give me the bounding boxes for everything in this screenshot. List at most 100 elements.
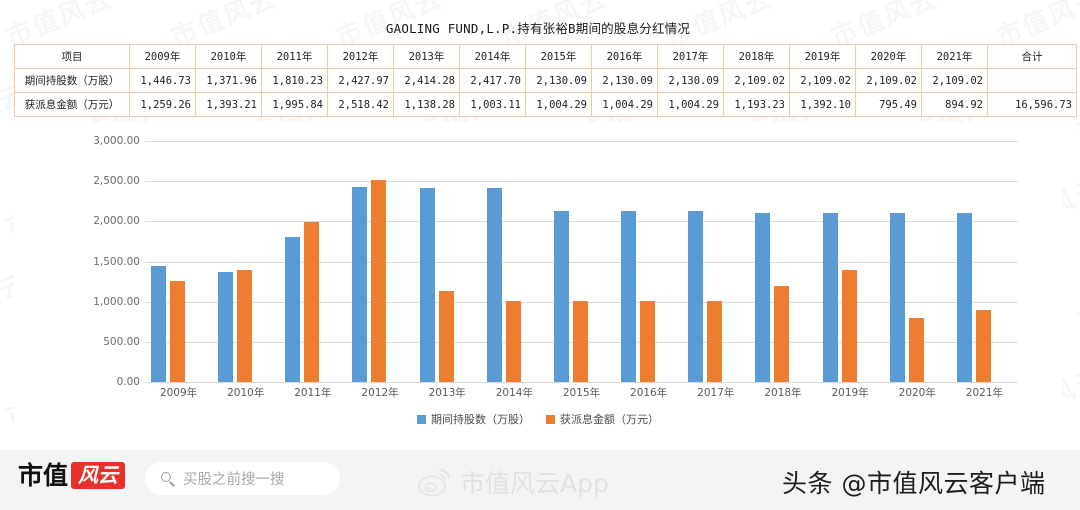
table-col-header: 2020年: [855, 44, 922, 69]
bar: [707, 301, 723, 382]
x-axis-tick-label: 2016年: [630, 387, 668, 399]
table-cell: 2,109.02: [855, 68, 922, 93]
table-col-header: 合计: [987, 44, 1077, 69]
dividend-table: 项目 2009年 2010年 2011年 2012年 2013年 2014年 2015年 201…: [14, 44, 1077, 117]
bar: [956, 212, 972, 382]
table-cell: 2,417.70: [459, 68, 526, 93]
bar-group: [145, 141, 212, 382]
y-axis-tick-label: 2,500.00: [93, 175, 140, 188]
table-col-header: 2016年: [591, 44, 658, 69]
table-header-row: 项目 2009年 2010年 2011年 2012年 2013年 2014年 2015年 201…: [14, 44, 1077, 69]
y-axis-tick-label: 3,000.00: [93, 135, 140, 147]
table-cell: 1,004.29: [591, 92, 658, 117]
toutiao-label: 头条 @市值风云客户端: [782, 469, 1046, 498]
x-axis-tick-label: 2014年: [495, 387, 533, 399]
x-axis-tick-label: 2015年: [562, 387, 601, 399]
bar-group: [346, 141, 413, 382]
table-cell: 2,414.28: [393, 68, 460, 93]
table-title: GAOLING FUND,L.P.持有张裕B期间的股息分红情况: [385, 21, 691, 36]
y-axis-labels: 3,000.00 2,500.00 2,000.00 1,500.00 1,000.00…: [62, 135, 140, 388]
weibo-label: 市值风云App: [460, 469, 609, 498]
table-cell: 2,518.42: [327, 92, 394, 117]
table-col-header: 2009年: [129, 44, 196, 69]
bar: [688, 210, 704, 382]
logo-text: 市值: [18, 461, 69, 490]
bar: [572, 301, 588, 382]
search-placeholder-text: 买股之前搜一搜: [183, 472, 285, 488]
bar-group: [481, 141, 548, 382]
table-cell: [987, 68, 1077, 93]
plot-area: 2009年 2010年 2011年 2012年 2013年 2014年 2015年 2016年…: [145, 141, 1018, 399]
table-col-header: 2012年: [327, 44, 394, 69]
x-axis-tick-label: 2020年: [898, 387, 936, 399]
table-col-header: 2010年: [195, 44, 262, 69]
table-cell: 1,004.29: [525, 92, 592, 117]
table-col-header: 2014年: [459, 44, 526, 69]
search-input[interactable]: 买股之前搜一搜: [145, 462, 340, 495]
search-icon: [161, 471, 175, 487]
legend-label: 获派息金额（万元）: [560, 413, 659, 426]
table-cell: 1,392.10: [789, 92, 856, 117]
bar: [908, 318, 924, 382]
x-axis-tick-label: 2012年: [361, 387, 399, 399]
table-cell: 2,109.02: [921, 68, 988, 93]
table-cell: 2,130.09: [525, 68, 592, 93]
table-body: 期间持股数（万股） 1,446.73 1,371.96 1,810.23 2,427.9…: [14, 68, 1077, 117]
bar-group: [749, 141, 816, 382]
bar: [755, 212, 771, 382]
x-axis-tick-label: 2017年: [697, 387, 735, 399]
data-table-section: GAOLING FUND,L.P.持有张裕B期间的股息分红情况 项目 2009年 2…: [14, 18, 1077, 117]
bar: [285, 236, 301, 382]
bar-group: [548, 141, 615, 382]
table-cell: 1,810.23: [261, 68, 328, 93]
table-col-header: 2017年: [657, 44, 724, 69]
chart-legend: 期间持股数（万股） 获派息金额（万元）: [14, 411, 1062, 427]
legend-swatch: [417, 414, 426, 424]
bar-group: [884, 141, 951, 382]
gridline: [145, 261, 1018, 263]
table-cell: 795.49: [855, 92, 922, 117]
bar: [151, 265, 166, 382]
weibo-brand: 市值风云App: [418, 464, 609, 500]
bar: [419, 188, 435, 382]
bar-group: [951, 141, 1018, 382]
y-axis-tick-label: 1,000.00: [93, 295, 140, 308]
legend-item[interactable]: 获派息金额（万元）: [546, 411, 659, 427]
x-axis-tick-label: 2011年: [294, 387, 332, 399]
bar: [237, 270, 253, 382]
table-cell: 894.92: [921, 92, 988, 117]
bar: [889, 212, 905, 382]
bar: [822, 212, 838, 382]
bar: [170, 280, 185, 382]
table-cell: 2,130.09: [657, 68, 724, 93]
table-cell: 1,138.28: [393, 92, 460, 117]
legend-item[interactable]: 期间持股数（万股）: [417, 411, 530, 427]
legend-label: 期间持股数（万股）: [431, 413, 530, 426]
y-axis-tick-label: 1,500.00: [93, 255, 140, 268]
gridline: [145, 221, 1018, 223]
bar-group: [414, 141, 481, 382]
table-cell: 2,109.02: [789, 68, 856, 93]
bar-group: [279, 141, 346, 382]
bar-group: [615, 141, 682, 382]
y-axis-tick-label: 2,000.00: [93, 215, 140, 228]
bar-group: [682, 141, 749, 382]
bar: [640, 301, 656, 382]
table-cell: 2,427.97: [327, 68, 394, 93]
bar: [621, 210, 637, 382]
bar: [505, 301, 521, 382]
table-row-label: 期间持股数（万股）: [14, 68, 130, 93]
bottom-branding-bar: 市值 风云 买股之前搜一搜 市值风云App 头条 @市值风云客户端: [0, 450, 1080, 510]
y-axis-tick-label: 500.00: [103, 335, 140, 348]
x-axis-tick-label: 2009年: [159, 387, 198, 399]
x-axis-tick-label: 2013年: [428, 387, 466, 399]
bar-group: [212, 141, 279, 382]
gridline: [145, 181, 1018, 183]
table-col-header: 2013年: [393, 44, 460, 69]
table-cell: 1,193.23: [723, 92, 790, 117]
x-axis-tick-label: 2021年: [965, 387, 1004, 399]
watermark-text: 市值风云: [1072, 268, 1080, 339]
bar: [218, 271, 234, 382]
bar-chart: 3,000.00 2,500.00 2,000.00 1,500.00 1,000.00…: [14, 122, 1062, 442]
